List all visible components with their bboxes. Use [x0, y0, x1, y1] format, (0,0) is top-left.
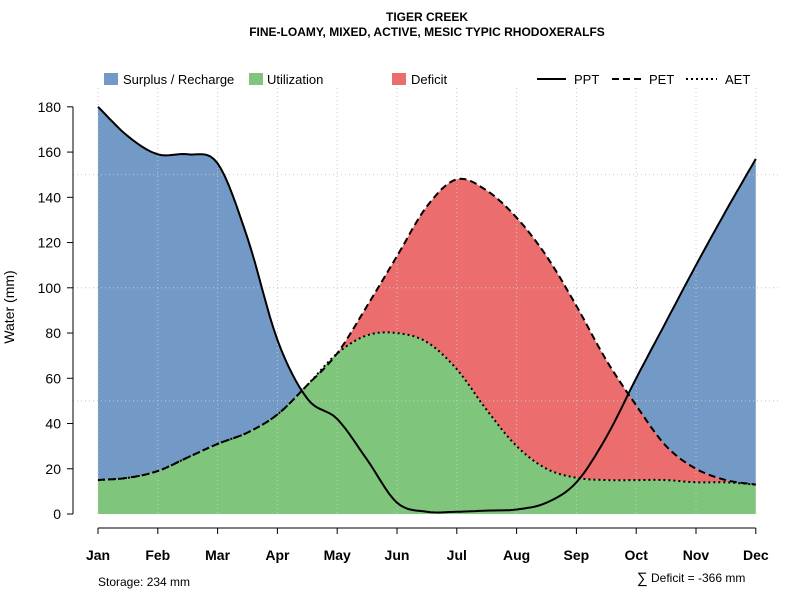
legend-label-ppt: PPT	[574, 72, 599, 87]
legend-label-utilization: Utilization	[267, 72, 323, 87]
y-tick-label: 80	[45, 325, 61, 341]
legend-label-deficit: Deficit	[411, 72, 448, 87]
legend-swatch-utilization	[249, 73, 263, 85]
area-deficit	[98, 178, 756, 485]
legend: Surplus / Recharge Utilization Deficit P…	[104, 72, 750, 87]
legend-label-aet: AET	[725, 72, 750, 87]
x-tick-label: Sep	[564, 547, 590, 563]
area-layer	[98, 106, 756, 514]
y-tick-label: 40	[45, 416, 61, 432]
y-axis-label: Water (mm)	[1, 270, 17, 343]
y-tick-label: 20	[45, 461, 61, 477]
deficit-annotation: Deficit = -366 mm	[651, 571, 745, 585]
x-tick-label: May	[324, 547, 351, 563]
legend-swatch-deficit	[392, 73, 406, 85]
area-surplus-recharge	[98, 106, 756, 485]
legend-label-surplus: Surplus / Recharge	[123, 72, 234, 87]
chart-title: TIGER CREEK	[386, 10, 468, 24]
x-tick-label: Oct	[625, 547, 649, 563]
x-tick-label: Apr	[265, 547, 290, 563]
y-tick-label: 100	[38, 280, 62, 296]
legend-label-pet: PET	[649, 72, 674, 87]
series-line-layer	[97, 106, 757, 514]
y-tick-label: 140	[38, 189, 62, 205]
y-tick-label: 120	[38, 235, 62, 251]
y-tick-label: 180	[38, 99, 62, 115]
x-tick-label: Aug	[503, 547, 530, 563]
area-utilization	[98, 332, 756, 514]
chart-subtitle: FINE-LOAMY, MIXED, ACTIVE, MESIC TYPIC R…	[249, 25, 605, 39]
y-tick-label: 160	[38, 144, 62, 160]
x-tick-label: Feb	[145, 547, 170, 563]
series-line-ppt	[97, 106, 757, 514]
x-tick-label: Jun	[385, 547, 410, 563]
y-tick-label: 60	[45, 370, 61, 386]
sum-icon: ∑	[637, 570, 648, 587]
axes: 0 20 40 60 80 100 120 140 160 180 Jan Feb Mar Apr May J…	[38, 99, 769, 563]
series-line-aet	[97, 331, 756, 486]
x-tick-label: Jan	[86, 547, 110, 563]
grid-layer	[73, 88, 780, 514]
storage-annotation: Storage: 234 mm	[98, 575, 190, 589]
legend-swatch-surplus	[104, 73, 118, 85]
x-tick-label: Nov	[683, 547, 710, 563]
y-tick-label: 0	[53, 506, 61, 522]
x-tick-label: Jul	[447, 547, 467, 563]
x-tick-label: Mar	[205, 547, 230, 563]
x-tick-label: Dec	[743, 547, 769, 563]
